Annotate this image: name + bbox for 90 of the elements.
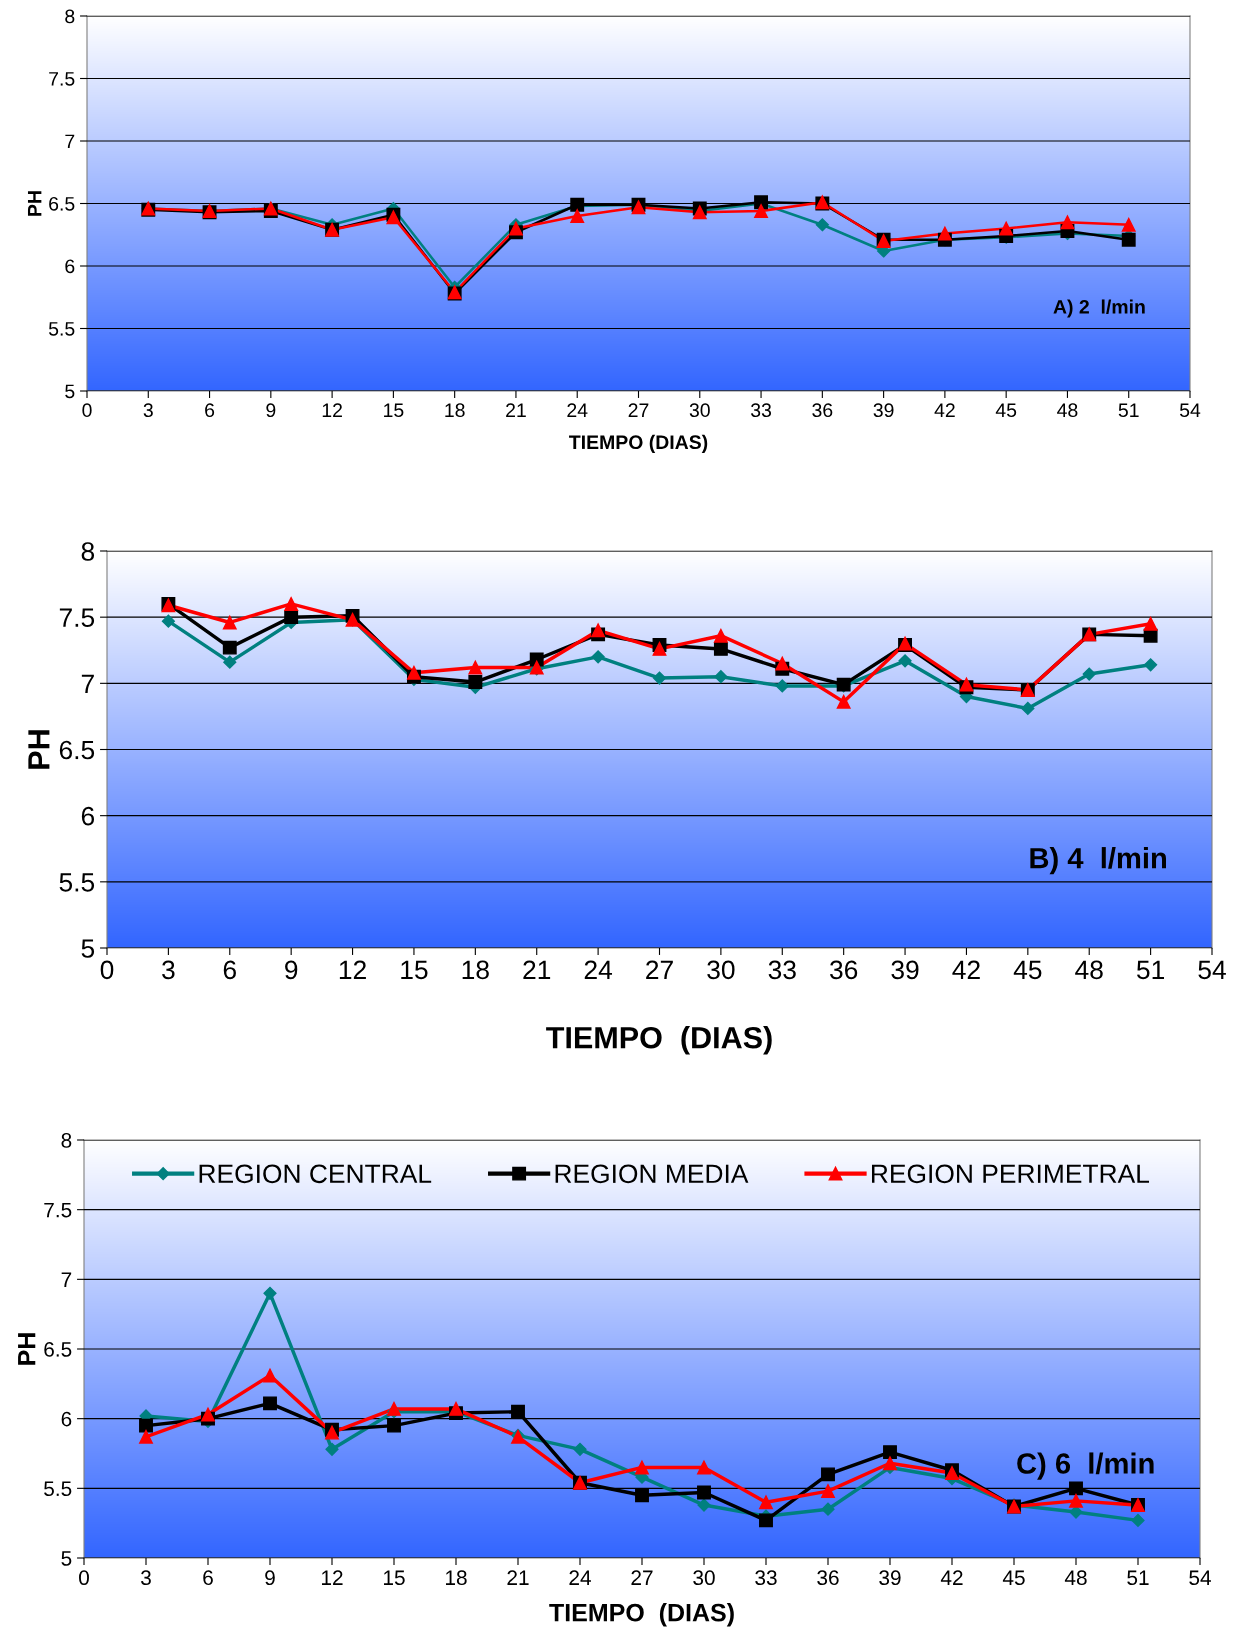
x-tick-label: 48 xyxy=(1064,1570,1087,1586)
y-tick-label: 8 xyxy=(65,9,75,24)
x-tick-label: 24 xyxy=(584,960,613,979)
x-tick-label: 36 xyxy=(812,403,833,418)
x-tick-label: 12 xyxy=(322,403,342,417)
x-tick-label: 51 xyxy=(1118,403,1139,418)
x-tick-label: 18 xyxy=(445,403,465,418)
x-tick-label: 12 xyxy=(322,1570,343,1585)
y-tick-label: 6.5 xyxy=(59,740,95,760)
x-tick-label: 0 xyxy=(100,960,114,980)
x-tick-label: 30 xyxy=(707,960,735,980)
x-tick-label: 54 xyxy=(1198,960,1226,980)
x-tick-label: 6 xyxy=(203,1570,213,1586)
x-tick-label: 27 xyxy=(646,960,673,979)
x-tick-label: 27 xyxy=(631,1570,653,1585)
y-tick-label: 5 xyxy=(81,939,95,958)
y-tick-label: 7.5 xyxy=(59,608,95,627)
y-tick-label: 5.5 xyxy=(59,873,95,892)
x-tick-label: 3 xyxy=(141,1570,151,1586)
annotation: A) 2 l/min xyxy=(1053,299,1145,318)
x-tick-label: 30 xyxy=(689,403,710,418)
x-tick-label: 21 xyxy=(523,960,551,979)
x-tick-label: 54 xyxy=(1179,403,1201,418)
x-tick-label: 33 xyxy=(768,960,796,980)
x-tick-label: 15 xyxy=(401,960,428,980)
y-tick-label: 5.5 xyxy=(44,1481,72,1497)
y-tick-label: 5 xyxy=(61,1551,72,1566)
x-tick-label: 33 xyxy=(755,1570,777,1586)
x-tick-label: 0 xyxy=(79,1570,89,1586)
y-tick-label: 8 xyxy=(61,1133,72,1148)
y-tick-label: 6.5 xyxy=(49,196,75,211)
x-tick-label: 3 xyxy=(143,403,153,418)
x-tick-label: 33 xyxy=(750,403,772,418)
y-tick-label: 6 xyxy=(81,806,95,826)
x-tick-label: 45 xyxy=(1002,1570,1025,1586)
x-tick-label: 51 xyxy=(1127,1570,1149,1586)
x-tick-label: 18 xyxy=(446,1570,467,1586)
y-tick-label: 8 xyxy=(81,542,95,561)
x-axis-title: TIEMPO (DIAS) xyxy=(549,1603,734,1627)
x-tick-label: 51 xyxy=(1136,960,1164,980)
y-tick-label: 7.5 xyxy=(44,1202,72,1218)
y-axis-title: PH xyxy=(28,730,50,769)
x-tick-label: 18 xyxy=(462,960,489,980)
x-tick-label: 42 xyxy=(940,1570,963,1585)
y-tick-label: 7 xyxy=(61,1272,72,1287)
x-tick-label: 21 xyxy=(507,1570,529,1585)
x-tick-label: 24 xyxy=(569,1570,591,1585)
y-tick-label: 6 xyxy=(65,259,75,274)
y-tick-label: 5 xyxy=(65,384,75,399)
x-tick-label: 6 xyxy=(205,403,215,418)
y-axis-title: PH xyxy=(27,191,42,216)
x-tick-label: 27 xyxy=(628,403,649,417)
x-tick-label: 15 xyxy=(384,403,404,418)
legend-label: REGION PERIMETRAL xyxy=(871,1164,1150,1184)
x-tick-label: 48 xyxy=(1057,403,1078,418)
x-axis-title: TIEMPO (DIAS) xyxy=(546,1026,772,1055)
x-tick-label: 30 xyxy=(693,1570,715,1586)
y-axis-title: PH xyxy=(18,1333,36,1365)
x-tick-label: 39 xyxy=(879,1570,901,1586)
x-tick-label: 48 xyxy=(1075,960,1103,980)
y-tick-label: 6.5 xyxy=(44,1342,72,1357)
annotation: C) 6 l/min xyxy=(1017,1452,1154,1480)
x-tick-label: 42 xyxy=(934,403,955,417)
x-tick-label: 36 xyxy=(830,960,858,980)
annotation: B) 4 l/min xyxy=(1030,847,1166,875)
x-tick-label: 54 xyxy=(1189,1570,1211,1586)
x-tick-label: 0 xyxy=(82,403,92,418)
x-tick-label: 9 xyxy=(285,960,298,980)
x-axis-title: TIEMPO (DIAS) xyxy=(569,434,708,453)
legend-label: REGION CENTRAL xyxy=(199,1164,432,1184)
y-tick-label: 6 xyxy=(61,1411,72,1427)
x-tick-label: 21 xyxy=(506,403,526,417)
y-tick-label: 5.5 xyxy=(48,322,75,336)
x-tick-label: 42 xyxy=(952,960,980,979)
x-tick-label: 6 xyxy=(223,960,236,980)
x-tick-label: 45 xyxy=(1013,960,1042,980)
x-tick-label: 39 xyxy=(873,403,894,418)
x-tick-label: 39 xyxy=(891,960,919,980)
x-tick-label: 9 xyxy=(266,403,276,418)
x-tick-label: 12 xyxy=(339,960,366,979)
y-tick-label: 7.5 xyxy=(49,72,75,86)
y-tick-label: 7 xyxy=(65,134,75,149)
x-tick-label: 15 xyxy=(384,1570,405,1586)
x-tick-label: 24 xyxy=(567,403,588,417)
x-tick-label: 45 xyxy=(995,403,1017,418)
x-tick-label: 36 xyxy=(817,1570,839,1586)
legend-label: REGION MEDIA xyxy=(555,1164,749,1184)
x-tick-label: 3 xyxy=(162,960,175,980)
y-tick-label: 7 xyxy=(81,674,94,693)
x-tick-label: 9 xyxy=(265,1570,275,1586)
